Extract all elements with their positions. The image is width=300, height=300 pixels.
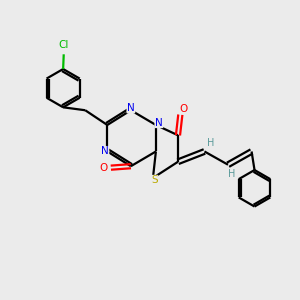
Text: N: N xyxy=(155,118,163,128)
Text: N: N xyxy=(101,146,109,157)
Text: O: O xyxy=(179,104,188,114)
Text: S: S xyxy=(151,175,158,185)
Text: O: O xyxy=(99,163,108,173)
Text: N: N xyxy=(127,103,135,113)
Text: Cl: Cl xyxy=(58,40,69,50)
Text: H: H xyxy=(228,169,235,178)
Text: H: H xyxy=(207,138,214,148)
